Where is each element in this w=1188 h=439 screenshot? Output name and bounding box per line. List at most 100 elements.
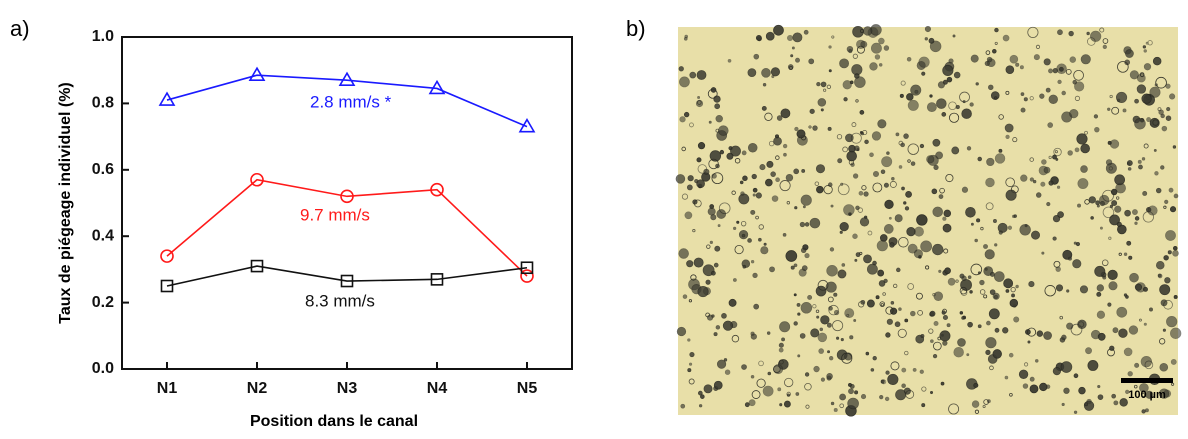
particle xyxy=(1172,145,1177,149)
particle xyxy=(1073,373,1079,379)
particle xyxy=(1046,202,1051,207)
particle xyxy=(1145,390,1154,399)
particle xyxy=(965,207,976,218)
marker xyxy=(340,274,354,288)
particle xyxy=(697,286,709,298)
particle xyxy=(998,230,1003,235)
particle xyxy=(1117,61,1129,73)
particle xyxy=(1125,49,1134,58)
particle xyxy=(1116,196,1120,200)
particle xyxy=(752,187,758,193)
particle xyxy=(1072,259,1082,269)
particle xyxy=(753,53,760,60)
particle xyxy=(1105,159,1113,166)
particle xyxy=(688,378,695,385)
particle xyxy=(778,359,784,365)
particle xyxy=(933,164,939,171)
particle xyxy=(1004,375,1009,380)
particle xyxy=(907,143,919,155)
particle xyxy=(756,378,766,388)
particle xyxy=(977,156,982,162)
particle xyxy=(877,269,885,277)
particle xyxy=(1057,79,1062,85)
particle xyxy=(869,62,878,71)
particle xyxy=(955,279,959,283)
particle xyxy=(747,143,758,153)
particle xyxy=(883,45,890,51)
particle xyxy=(886,151,890,155)
particle xyxy=(961,108,972,119)
particle xyxy=(1039,93,1045,99)
particle xyxy=(977,324,982,329)
particle xyxy=(700,394,705,399)
particle xyxy=(914,226,924,237)
particle xyxy=(1141,93,1152,104)
particle xyxy=(859,110,865,115)
particle xyxy=(851,122,857,128)
particle xyxy=(1048,180,1054,186)
particle xyxy=(925,265,930,270)
particle xyxy=(719,149,725,155)
particle xyxy=(1029,376,1035,382)
particle xyxy=(992,49,997,54)
particle xyxy=(1169,206,1177,213)
particle xyxy=(982,404,986,409)
particle xyxy=(1067,150,1073,156)
particle xyxy=(689,351,695,358)
particle xyxy=(1127,167,1132,171)
particle xyxy=(966,146,972,151)
marker xyxy=(338,71,356,86)
particle xyxy=(793,263,798,268)
particle xyxy=(1138,164,1143,170)
particle xyxy=(1005,289,1010,293)
particle xyxy=(937,81,945,89)
particle xyxy=(897,328,907,338)
particle xyxy=(1160,113,1165,119)
particle xyxy=(678,66,684,72)
particle xyxy=(894,214,903,223)
particle xyxy=(945,173,954,183)
particle xyxy=(942,216,947,221)
particle xyxy=(850,132,862,144)
particle xyxy=(983,244,988,249)
particle xyxy=(1128,325,1139,335)
particle xyxy=(776,115,783,121)
particle xyxy=(705,279,711,285)
particle xyxy=(1005,90,1010,95)
particle xyxy=(1169,93,1176,100)
particle xyxy=(783,400,791,408)
particle xyxy=(1079,285,1089,294)
marker xyxy=(340,189,354,204)
particle xyxy=(932,292,936,297)
particle xyxy=(807,294,813,300)
marker xyxy=(520,269,534,283)
particle xyxy=(1126,240,1132,246)
particle xyxy=(900,80,906,86)
particle xyxy=(970,263,983,276)
particle xyxy=(890,307,898,315)
particle xyxy=(1137,159,1142,164)
particle xyxy=(1119,398,1128,407)
particle xyxy=(755,215,759,220)
particle xyxy=(697,142,706,150)
particle xyxy=(763,242,767,246)
particle xyxy=(905,389,915,399)
particle xyxy=(793,293,797,297)
particle xyxy=(1027,327,1037,337)
particle xyxy=(1035,359,1039,363)
particle xyxy=(1072,79,1078,85)
particle xyxy=(816,81,821,87)
particle xyxy=(858,190,864,196)
particle xyxy=(1102,275,1107,280)
particle xyxy=(1035,192,1042,198)
particle xyxy=(687,368,692,373)
particle xyxy=(1115,91,1128,103)
particle xyxy=(961,186,969,193)
particle xyxy=(1141,157,1146,161)
particle xyxy=(832,320,844,332)
particle xyxy=(840,182,844,186)
particle xyxy=(831,35,835,39)
particle xyxy=(1096,291,1102,297)
particle xyxy=(970,222,974,226)
particle xyxy=(1127,371,1133,377)
